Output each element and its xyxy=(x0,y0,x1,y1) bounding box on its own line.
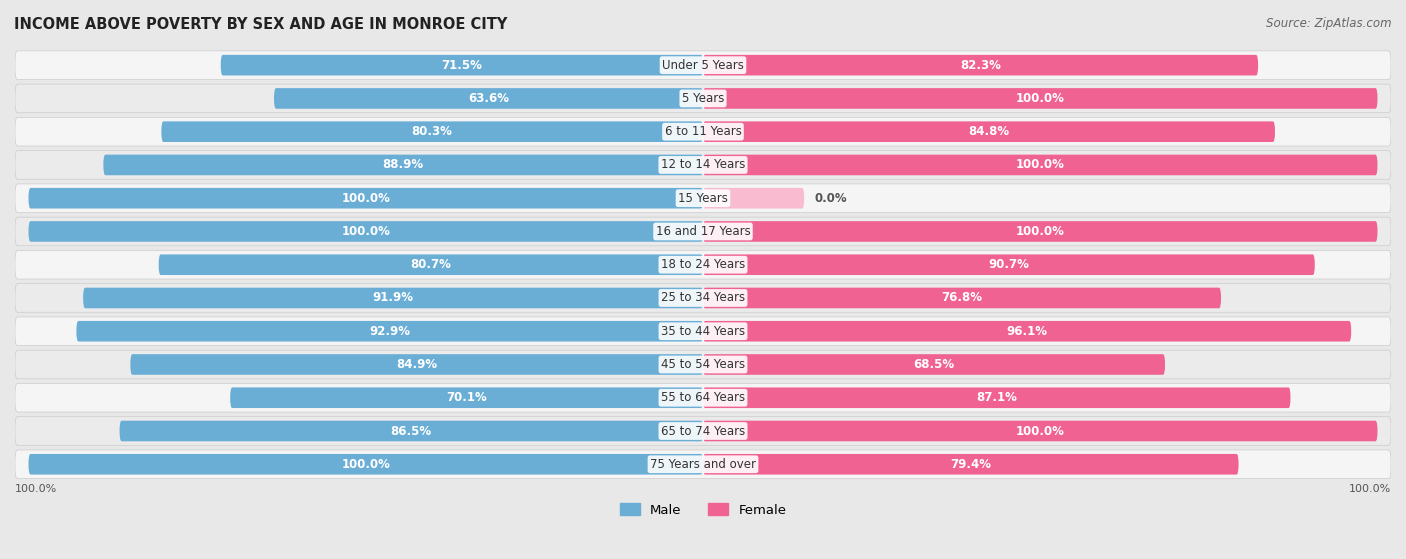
Text: 80.7%: 80.7% xyxy=(411,258,451,271)
Legend: Male, Female: Male, Female xyxy=(614,498,792,522)
Text: 100.0%: 100.0% xyxy=(1015,158,1064,172)
FancyBboxPatch shape xyxy=(15,283,1391,312)
FancyBboxPatch shape xyxy=(15,51,1391,79)
Text: INCOME ABOVE POVERTY BY SEX AND AGE IN MONROE CITY: INCOME ABOVE POVERTY BY SEX AND AGE IN M… xyxy=(14,17,508,32)
Text: 15 Years: 15 Years xyxy=(678,192,728,205)
Text: 6 to 11 Years: 6 to 11 Years xyxy=(665,125,741,138)
FancyBboxPatch shape xyxy=(274,88,703,109)
Text: 70.1%: 70.1% xyxy=(446,391,486,404)
Text: 12 to 14 Years: 12 to 14 Years xyxy=(661,158,745,172)
Text: 100.0%: 100.0% xyxy=(342,192,391,205)
FancyBboxPatch shape xyxy=(76,321,703,342)
FancyBboxPatch shape xyxy=(703,88,1378,109)
Text: 86.5%: 86.5% xyxy=(391,424,432,438)
Text: 100.0%: 100.0% xyxy=(15,484,58,494)
Text: 65 to 74 Years: 65 to 74 Years xyxy=(661,424,745,438)
FancyBboxPatch shape xyxy=(15,383,1391,412)
FancyBboxPatch shape xyxy=(15,217,1391,246)
FancyBboxPatch shape xyxy=(28,221,703,241)
FancyBboxPatch shape xyxy=(703,155,1378,176)
FancyBboxPatch shape xyxy=(28,188,703,209)
Text: 100.0%: 100.0% xyxy=(1015,424,1064,438)
FancyBboxPatch shape xyxy=(162,121,703,142)
FancyBboxPatch shape xyxy=(15,416,1391,446)
Text: 100.0%: 100.0% xyxy=(342,225,391,238)
FancyBboxPatch shape xyxy=(159,254,703,275)
FancyBboxPatch shape xyxy=(131,354,703,375)
FancyBboxPatch shape xyxy=(15,84,1391,113)
Text: 45 to 54 Years: 45 to 54 Years xyxy=(661,358,745,371)
FancyBboxPatch shape xyxy=(703,121,1275,142)
Text: 63.6%: 63.6% xyxy=(468,92,509,105)
Text: 88.9%: 88.9% xyxy=(382,158,423,172)
Text: 71.5%: 71.5% xyxy=(441,59,482,72)
FancyBboxPatch shape xyxy=(15,317,1391,345)
Text: 35 to 44 Years: 35 to 44 Years xyxy=(661,325,745,338)
Text: Source: ZipAtlas.com: Source: ZipAtlas.com xyxy=(1267,17,1392,30)
Text: 25 to 34 Years: 25 to 34 Years xyxy=(661,291,745,305)
Text: 92.9%: 92.9% xyxy=(370,325,411,338)
Text: 76.8%: 76.8% xyxy=(942,291,983,305)
Text: 96.1%: 96.1% xyxy=(1007,325,1047,338)
FancyBboxPatch shape xyxy=(15,450,1391,479)
FancyBboxPatch shape xyxy=(221,55,703,75)
FancyBboxPatch shape xyxy=(15,184,1391,212)
FancyBboxPatch shape xyxy=(120,421,703,441)
FancyBboxPatch shape xyxy=(703,288,1220,308)
Text: 0.0%: 0.0% xyxy=(814,192,846,205)
Text: Under 5 Years: Under 5 Years xyxy=(662,59,744,72)
FancyBboxPatch shape xyxy=(703,254,1315,275)
FancyBboxPatch shape xyxy=(28,454,703,475)
FancyBboxPatch shape xyxy=(703,321,1351,342)
Text: 79.4%: 79.4% xyxy=(950,458,991,471)
Text: 68.5%: 68.5% xyxy=(914,358,955,371)
Text: 16 and 17 Years: 16 and 17 Years xyxy=(655,225,751,238)
Text: 18 to 24 Years: 18 to 24 Years xyxy=(661,258,745,271)
FancyBboxPatch shape xyxy=(703,454,1239,475)
FancyBboxPatch shape xyxy=(15,117,1391,146)
Text: 100.0%: 100.0% xyxy=(342,458,391,471)
Text: 100.0%: 100.0% xyxy=(1015,225,1064,238)
Text: 75 Years and over: 75 Years and over xyxy=(650,458,756,471)
FancyBboxPatch shape xyxy=(15,250,1391,279)
FancyBboxPatch shape xyxy=(703,421,1378,441)
FancyBboxPatch shape xyxy=(15,150,1391,179)
Text: 87.1%: 87.1% xyxy=(976,391,1017,404)
FancyBboxPatch shape xyxy=(703,354,1166,375)
Text: 80.3%: 80.3% xyxy=(412,125,453,138)
FancyBboxPatch shape xyxy=(703,55,1258,75)
Text: 5 Years: 5 Years xyxy=(682,92,724,105)
FancyBboxPatch shape xyxy=(83,288,703,308)
FancyBboxPatch shape xyxy=(703,221,1378,241)
FancyBboxPatch shape xyxy=(15,350,1391,379)
FancyBboxPatch shape xyxy=(703,387,1291,408)
Text: 90.7%: 90.7% xyxy=(988,258,1029,271)
FancyBboxPatch shape xyxy=(231,387,703,408)
Text: 100.0%: 100.0% xyxy=(1015,92,1064,105)
Text: 82.3%: 82.3% xyxy=(960,59,1001,72)
Text: 100.0%: 100.0% xyxy=(1348,484,1391,494)
Text: 55 to 64 Years: 55 to 64 Years xyxy=(661,391,745,404)
Text: 84.8%: 84.8% xyxy=(969,125,1010,138)
Text: 84.9%: 84.9% xyxy=(396,358,437,371)
FancyBboxPatch shape xyxy=(104,155,703,176)
Text: 91.9%: 91.9% xyxy=(373,291,413,305)
FancyBboxPatch shape xyxy=(703,188,804,209)
